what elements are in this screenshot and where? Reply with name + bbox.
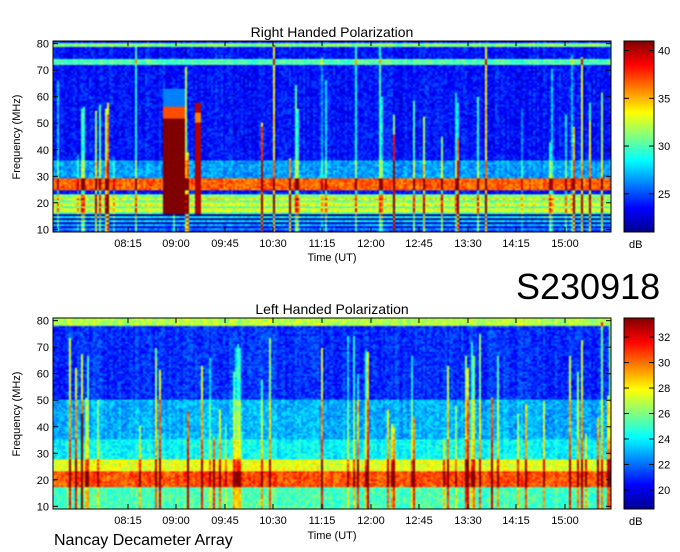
event-id: S230918 — [516, 266, 660, 307]
colorbar-tick-label: 28 — [658, 383, 670, 395]
y-tick-label: 40 — [37, 422, 49, 434]
right-panel-title: Right Handed Polarization — [251, 24, 414, 40]
right-plot-frame — [52, 40, 612, 233]
x-tick-label: 14:15 — [502, 515, 530, 527]
y-tick-label: 70 — [37, 65, 49, 77]
x-tick-label: 08:15 — [114, 238, 142, 250]
footer-caption: Nancay Decameter Array — [54, 532, 233, 549]
x-tick-label: 12:00 — [357, 238, 385, 250]
y-tick-label: 30 — [37, 171, 49, 183]
y-tick-label: 10 — [37, 224, 49, 236]
left-y-ticks: 10 20 30 40 50 60 70 80 — [37, 316, 611, 513]
right-polarization-panel: Right Handed Polarization 10 20 30 40 50 60 70… — [11, 24, 670, 264]
colorbar-tick-label: 40 — [658, 46, 670, 58]
right-spectrogram-image — [53, 41, 611, 232]
y-tick-label: 60 — [37, 92, 49, 104]
colorbar-tick-label: 24 — [658, 434, 670, 446]
y-tick-label: 50 — [37, 118, 49, 130]
right-y-axis-label: Frequency (MHz) — [11, 95, 23, 180]
right-colorbar-unit: dB — [629, 239, 642, 251]
y-tick-label: 20 — [37, 475, 49, 487]
x-tick-label: 09:00 — [162, 515, 190, 527]
right-x-axis-label: Time (UT) — [307, 252, 356, 264]
x-tick-label: 15:00 — [551, 515, 579, 527]
x-tick-label: 13:30 — [454, 515, 482, 527]
x-tick-label: 13:30 — [454, 238, 482, 250]
y-tick-label: 50 — [37, 395, 49, 407]
y-tick-label: 10 — [37, 501, 49, 513]
x-tick-label: 10:30 — [259, 238, 287, 250]
colorbar-tick-label: 35 — [658, 93, 670, 105]
x-tick-label: 14:15 — [502, 238, 530, 250]
right-x-ticks: 08:15 09:00 09:45 10:30 11:15 12:00 12:45 13:30… — [114, 41, 579, 250]
y-tick-label: 80 — [37, 316, 49, 328]
colorbar-tick-label: 25 — [658, 189, 670, 201]
left-polarization-panel: Left Handed Polarization 10 20 30 40 50 60 70 8… — [11, 301, 670, 542]
colorbar-tick-label: 26 — [658, 409, 670, 421]
right-y-ticks: 10 20 30 40 50 60 70 80 — [37, 39, 611, 236]
y-tick-label: 80 — [37, 39, 49, 51]
x-tick-label: 10:30 — [259, 515, 287, 527]
left-plot-frame — [52, 317, 612, 510]
colorbar-tick-label: 32 — [658, 332, 670, 344]
left-colorbar-unit: dB — [629, 516, 642, 528]
colorbar-tick-label: 30 — [658, 141, 670, 153]
x-tick-label: 09:45 — [211, 238, 239, 250]
y-tick-label: 70 — [37, 342, 49, 354]
left-x-ticks: 08:15 09:00 09:45 10:30 11:15 12:00 12:45 13:30… — [114, 318, 579, 527]
x-tick-label: 11:15 — [309, 238, 336, 250]
x-tick-label: 11:15 — [309, 515, 336, 527]
y-tick-label: 40 — [37, 145, 49, 157]
right-colorbar — [623, 40, 655, 233]
colorbar-tick-label: 22 — [658, 459, 670, 471]
x-tick-label: 12:45 — [405, 238, 433, 250]
right-colorbar-ticks: 25 30 35 40 — [624, 46, 670, 201]
left-colorbar-ticks: 20 22 24 26 28 30 32 — [624, 332, 670, 497]
colorbar-tick-label: 20 — [658, 485, 670, 497]
x-tick-label: 08:15 — [114, 515, 142, 527]
x-tick-label: 12:45 — [405, 515, 433, 527]
x-tick-label: 09:45 — [211, 515, 239, 527]
colorbar-tick-label: 30 — [658, 358, 670, 370]
x-tick-label: 15:00 — [551, 238, 579, 250]
left-panel-title: Left Handed Polarization — [255, 301, 408, 317]
left-spectrogram-image — [53, 318, 611, 509]
y-tick-label: 20 — [37, 198, 49, 210]
left-x-axis-label: Time (UT) — [307, 530, 356, 542]
y-tick-label: 30 — [37, 448, 49, 460]
y-tick-label: 60 — [37, 369, 49, 381]
x-tick-label: 12:00 — [357, 515, 385, 527]
left-y-axis-label: Frequency (MHz) — [11, 372, 23, 457]
x-tick-label: 09:00 — [162, 238, 190, 250]
